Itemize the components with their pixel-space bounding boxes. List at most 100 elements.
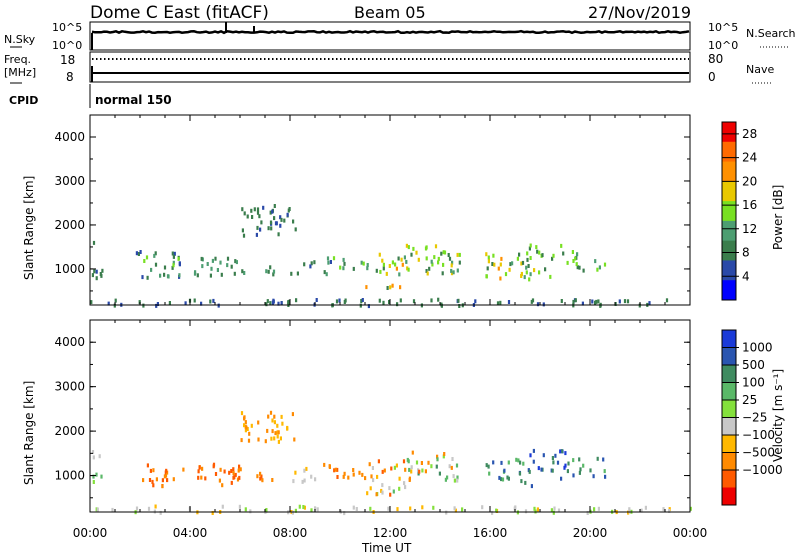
data-cell [245, 425, 248, 430]
data-cell [294, 227, 297, 232]
data-cell [572, 458, 575, 463]
data-cell [436, 454, 439, 459]
colorbar-tick-label: 1000 [742, 341, 773, 355]
data-cell [404, 467, 407, 472]
data-cell [275, 221, 278, 226]
data-cell [279, 223, 282, 228]
data-cell [542, 453, 545, 458]
data-cell [182, 467, 185, 472]
data-cell [309, 264, 312, 269]
x-axis: 00:00 04:00 08:00 12:00 16:00 20:00 00:00 [73, 526, 708, 540]
data-cell [574, 256, 577, 261]
data-cell [146, 463, 149, 468]
data-cell [500, 256, 503, 261]
data-cell [403, 255, 406, 260]
data-cell [435, 464, 438, 469]
data-cell [522, 461, 525, 466]
data-cell [209, 299, 212, 304]
data-cell [332, 256, 336, 261]
data-cell [538, 250, 541, 255]
data-cell [487, 259, 490, 264]
data-cell [280, 217, 283, 222]
data-cell [388, 486, 391, 491]
data-cell [197, 475, 200, 480]
data-cell [365, 285, 368, 290]
data-cell [247, 438, 251, 443]
data-cell [142, 303, 145, 308]
data-cell [329, 260, 332, 264]
data-cell [536, 249, 539, 254]
data-cell [260, 474, 263, 479]
colorbar-segment [722, 400, 736, 418]
data-cell [433, 255, 436, 260]
data-cell [281, 421, 284, 426]
data-cell [256, 210, 260, 215]
data-cell [283, 218, 286, 223]
data-cell [238, 504, 241, 509]
freq-unit: [MHz] [4, 66, 36, 79]
data-cell [572, 473, 575, 478]
data-cell [488, 471, 491, 476]
beam-title: Beam 05 [354, 3, 426, 22]
data-cell [276, 423, 279, 428]
data-cell [220, 272, 223, 277]
data-cell [662, 507, 665, 512]
data-cell [421, 468, 424, 473]
data-cell [200, 475, 203, 480]
data-cell [389, 492, 392, 497]
data-cell [526, 257, 529, 262]
data-cell [113, 303, 116, 308]
data-cell [532, 448, 535, 453]
colorbar-tick-label: −1000 [742, 463, 783, 477]
data-cell [443, 452, 446, 456]
data-cell [418, 469, 421, 474]
station-title: Dome C East (fitACF) [90, 3, 269, 23]
data-cell [595, 299, 598, 304]
data-cell [597, 299, 600, 304]
data-cell [243, 415, 246, 420]
data-cell [592, 474, 595, 479]
data-cell [167, 274, 170, 279]
data-cell [250, 423, 253, 428]
data-cell [581, 301, 584, 306]
data-cell [360, 299, 363, 303]
nsky-trace [91, 29, 690, 35]
data-cell [166, 478, 169, 483]
data-cell [405, 243, 408, 248]
data-cell [370, 474, 373, 479]
data-cell [217, 303, 220, 308]
colorbar-segment [722, 470, 736, 488]
data-cell [145, 255, 149, 260]
data-cell [523, 275, 526, 280]
data-cell [397, 256, 400, 261]
colorbar-segment [722, 220, 736, 242]
data-cell [550, 508, 553, 513]
data-cell [507, 476, 510, 481]
data-cell [380, 488, 383, 493]
data-cell [579, 467, 582, 472]
data-cell [410, 469, 413, 474]
data-cell [361, 298, 364, 302]
data-cell [366, 491, 369, 496]
data-cell [597, 506, 600, 511]
data-cell [342, 257, 345, 262]
data-cell [201, 264, 204, 269]
data-cell [232, 475, 235, 480]
data-cell [392, 489, 395, 494]
data-cell [238, 464, 241, 469]
data-cell [514, 505, 517, 510]
data-cell [211, 511, 214, 515]
data-cell [371, 466, 374, 470]
data-cell [154, 262, 158, 267]
data-cell [456, 268, 459, 273]
data-cell [388, 300, 391, 304]
data-cell [214, 472, 218, 476]
velocity-ylabel: Slant Range [km] [22, 381, 36, 485]
data-cell [386, 286, 389, 290]
data-cell [393, 465, 396, 470]
data-cell [578, 457, 581, 462]
data-cell [409, 506, 412, 511]
data-cell [410, 465, 413, 470]
data-cell [150, 267, 153, 272]
data-cell [255, 232, 258, 237]
